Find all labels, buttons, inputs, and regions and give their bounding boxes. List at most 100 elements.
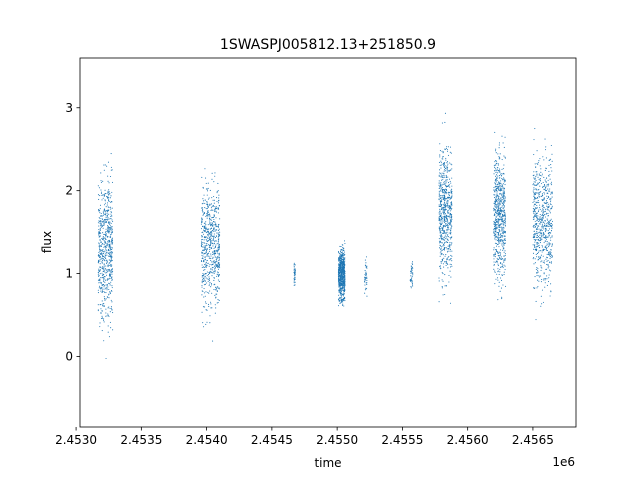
data-point: [102, 304, 104, 306]
data-point: [365, 262, 367, 264]
data-point: [504, 250, 506, 252]
data-point: [107, 314, 109, 316]
data-point: [451, 260, 453, 262]
data-point: [209, 322, 211, 324]
data-point: [100, 308, 102, 310]
data-point: [337, 250, 340, 253]
data-point: [532, 244, 534, 246]
data-point: [216, 232, 218, 234]
data-point: [541, 193, 543, 195]
data-point: [212, 245, 214, 247]
data-point: [539, 237, 541, 239]
data-point: [442, 280, 444, 282]
data-point: [441, 253, 443, 255]
data-point: [101, 274, 103, 276]
data-point: [215, 297, 217, 299]
data-point: [444, 176, 446, 178]
data-point: [103, 263, 105, 265]
data-point: [108, 252, 110, 254]
data-point: [444, 121, 446, 124]
data-point: [209, 245, 211, 247]
data-point: [341, 282, 343, 284]
data-point: [342, 259, 344, 261]
data-point: [109, 274, 112, 276]
data-point: [541, 199, 543, 201]
data-point: [109, 321, 111, 323]
data-point: [550, 283, 552, 285]
data-point: [497, 224, 499, 226]
data-point: [544, 225, 546, 227]
data-point: [106, 196, 108, 198]
data-point: [110, 228, 112, 230]
data-point: [447, 185, 449, 187]
data-point: [536, 174, 538, 176]
data-point: [535, 229, 537, 231]
data-point: [549, 178, 551, 180]
data-point: [548, 274, 550, 276]
data-point: [411, 282, 413, 284]
data-point: [532, 258, 534, 260]
data-point: [442, 258, 444, 260]
data-point: [444, 207, 446, 209]
data-point: [502, 235, 504, 237]
data-point: [536, 252, 539, 255]
data-point: [111, 207, 113, 209]
data-point: [536, 202, 538, 204]
data-point: [204, 295, 206, 297]
data-point: [107, 197, 109, 199]
data-point: [443, 243, 445, 246]
data-point: [494, 209, 496, 211]
data-point: [539, 257, 541, 259]
data-point: [439, 169, 441, 171]
data-point: [98, 220, 100, 222]
data-point: [445, 147, 447, 150]
data-point: [501, 214, 504, 217]
data-point: [101, 253, 103, 255]
data-point: [102, 277, 104, 279]
data-point: [438, 301, 440, 303]
data-point: [539, 240, 541, 242]
data-point: [215, 289, 217, 291]
data-point: [500, 258, 502, 260]
x-axis-ticks: 2.4530 2.4535 2.4540 2.4545 2.4550 2.4555 2.45…: [55, 427, 554, 447]
data-point: [500, 210, 502, 212]
data-point: [217, 266, 219, 269]
data-point: [446, 228, 448, 231]
data-point: [101, 224, 103, 226]
data-point: [216, 197, 218, 199]
data-point: [550, 225, 552, 228]
data-point: [108, 245, 111, 247]
data-point: [450, 206, 452, 208]
data-point: [543, 198, 545, 200]
data-point: [211, 242, 213, 244]
data-point: [106, 278, 108, 280]
data-point: [534, 177, 536, 179]
data-point: [98, 282, 100, 284]
data-point: [207, 255, 209, 257]
data-point: [106, 271, 108, 274]
data-point: [493, 197, 496, 199]
data-point: [533, 177, 535, 179]
data-point: [439, 198, 441, 200]
data-point: [105, 312, 107, 314]
data-point: [214, 175, 216, 177]
data-point: [499, 204, 501, 206]
data-point: [217, 202, 219, 204]
data-point: [213, 202, 215, 204]
data-point: [107, 240, 110, 242]
data-point: [443, 218, 446, 220]
data-point: [494, 219, 496, 222]
data-point: [217, 276, 220, 278]
data-point: [212, 229, 214, 232]
data-point: [106, 251, 108, 253]
data-point: [447, 236, 450, 238]
data-point: [444, 285, 446, 287]
data-point: [103, 259, 105, 261]
data-point: [451, 190, 453, 192]
data-point: [441, 184, 443, 186]
data-point: [439, 234, 441, 236]
data-point: [496, 178, 498, 180]
data-point: [542, 226, 545, 228]
data-point: [99, 256, 101, 258]
data-point: [547, 183, 549, 185]
